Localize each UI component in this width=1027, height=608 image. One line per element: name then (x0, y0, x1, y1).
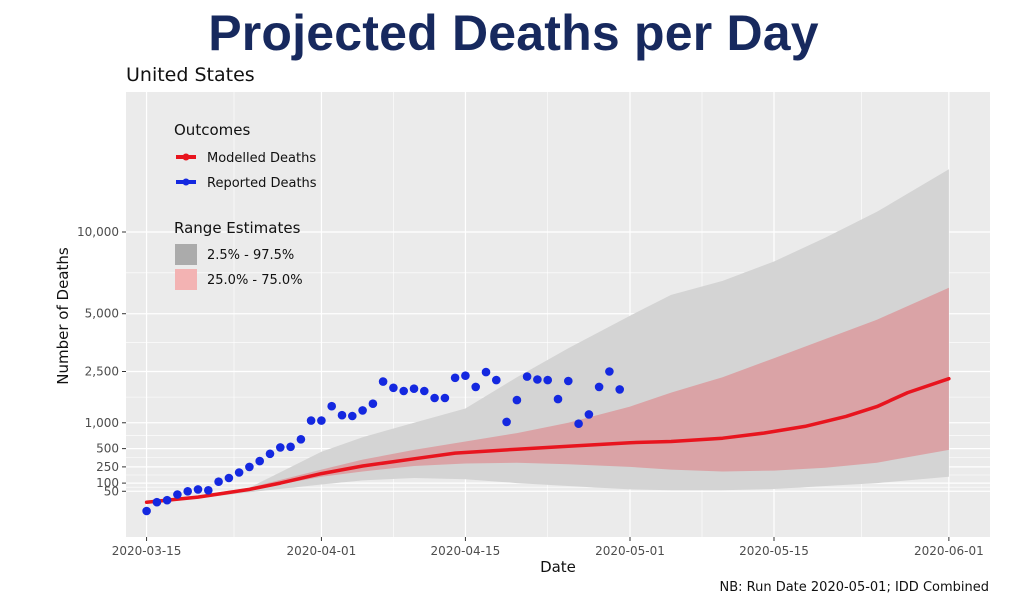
chart-subtitle: United States (126, 64, 255, 86)
x-tick-label: 2020-05-15 (739, 544, 809, 558)
reported-death-point (533, 375, 542, 384)
x-tick-label: 2020-06-01 (914, 544, 984, 558)
footnote: NB: Run Date 2020-05-01; IDD Combined (719, 580, 989, 595)
legend-label-modelled: Modelled Deaths (207, 151, 316, 166)
reported-death-point (337, 410, 347, 420)
modelled-deaths-line (144, 376, 951, 504)
y-tick-label: 100 (96, 476, 119, 490)
x-axis-label: Date (540, 558, 576, 576)
reported-death-point (430, 393, 439, 403)
reported-death-point (265, 449, 275, 459)
x-tick-label: 2020-03-15 (112, 544, 182, 558)
reported-death-point (348, 411, 357, 421)
reported-death-point (296, 435, 306, 444)
reported-death-point (142, 506, 151, 516)
reported-death-point (574, 419, 583, 429)
reported-death-point (399, 386, 409, 396)
range-bands (146, 169, 949, 504)
reported-death-point (502, 417, 511, 427)
legend-label-inner-band: 25.0% - 75.0% (207, 273, 303, 288)
reported-death-point (584, 410, 594, 419)
x-tick-label: 2020-04-01 (287, 544, 357, 558)
y-tick-label: 5,000 (85, 307, 119, 321)
series-lines (144, 376, 951, 504)
reported-death-point (162, 495, 172, 505)
reported-death-point (543, 375, 552, 385)
reported-death-point (286, 442, 295, 452)
reported-death-point (317, 416, 326, 425)
y-tick-label: 50 (104, 484, 119, 498)
reported-death-point (368, 399, 378, 409)
legend-range-title: Range Estimates (174, 219, 301, 237)
reported-death-point (327, 401, 337, 411)
reported-death-point (471, 382, 481, 392)
reported-death-point (409, 384, 419, 394)
reported-death-point (512, 395, 522, 405)
legend-key-inner-band (175, 269, 197, 290)
y-tick-label: 500 (96, 442, 119, 456)
band-25-75 (146, 287, 949, 503)
reported-death-point (276, 443, 285, 452)
reported-death-point (214, 477, 223, 487)
reported-death-point (358, 406, 367, 415)
reported-death-point (481, 367, 491, 377)
legend-label-outer-band: 2.5% - 97.5% (207, 248, 294, 263)
reported-death-point (183, 487, 192, 496)
y-tick-label: 250 (96, 460, 119, 474)
reported-death-point (605, 367, 614, 376)
legend-key-reported-dot (182, 178, 190, 186)
reported-death-point (173, 490, 182, 499)
reported-death-point (193, 485, 203, 494)
reported-death-point (306, 416, 316, 425)
reported-death-point (564, 376, 573, 386)
reported-death-point (420, 386, 429, 396)
reported-death-point (234, 468, 244, 477)
reported-death-point (152, 497, 162, 507)
reported-death-point (245, 462, 254, 472)
legend-outcomes-title: Outcomes (174, 121, 250, 139)
reported-death-point (440, 393, 450, 403)
reported-death-point (461, 371, 470, 381)
axes: 2020-03-15 2020-04-01 2020-04-15 2020-05-01… (77, 225, 984, 558)
reported-death-point (224, 473, 234, 483)
reported-death-point (378, 377, 388, 386)
y-tick-label: 2,500 (85, 365, 119, 379)
reported-death-point (594, 382, 604, 392)
x-tick-label: 2020-05-01 (595, 544, 665, 558)
reported-points (142, 367, 624, 516)
reported-death-point (522, 372, 532, 381)
reported-death-point (615, 385, 624, 394)
reported-death-point (389, 383, 398, 393)
legend-label-reported: Reported Deaths (207, 176, 317, 191)
legend-key-modelled-dot (182, 153, 190, 161)
y-tick-label: 1,000 (85, 416, 119, 430)
legend: Outcomes Modelled Deaths Reported Deaths… (174, 121, 317, 290)
reported-death-point (492, 375, 501, 385)
y-tick-label: 10,000 (77, 225, 119, 239)
reported-death-point (255, 456, 264, 466)
reported-death-point (204, 486, 213, 495)
reported-death-point (450, 373, 460, 383)
chart-title: Projected Deaths per Day (208, 5, 819, 61)
y-axis-label: Number of Deaths (54, 247, 72, 385)
reported-death-point (553, 394, 563, 404)
x-tick-label: 2020-04-15 (431, 544, 501, 558)
legend-key-outer-band (175, 244, 197, 265)
